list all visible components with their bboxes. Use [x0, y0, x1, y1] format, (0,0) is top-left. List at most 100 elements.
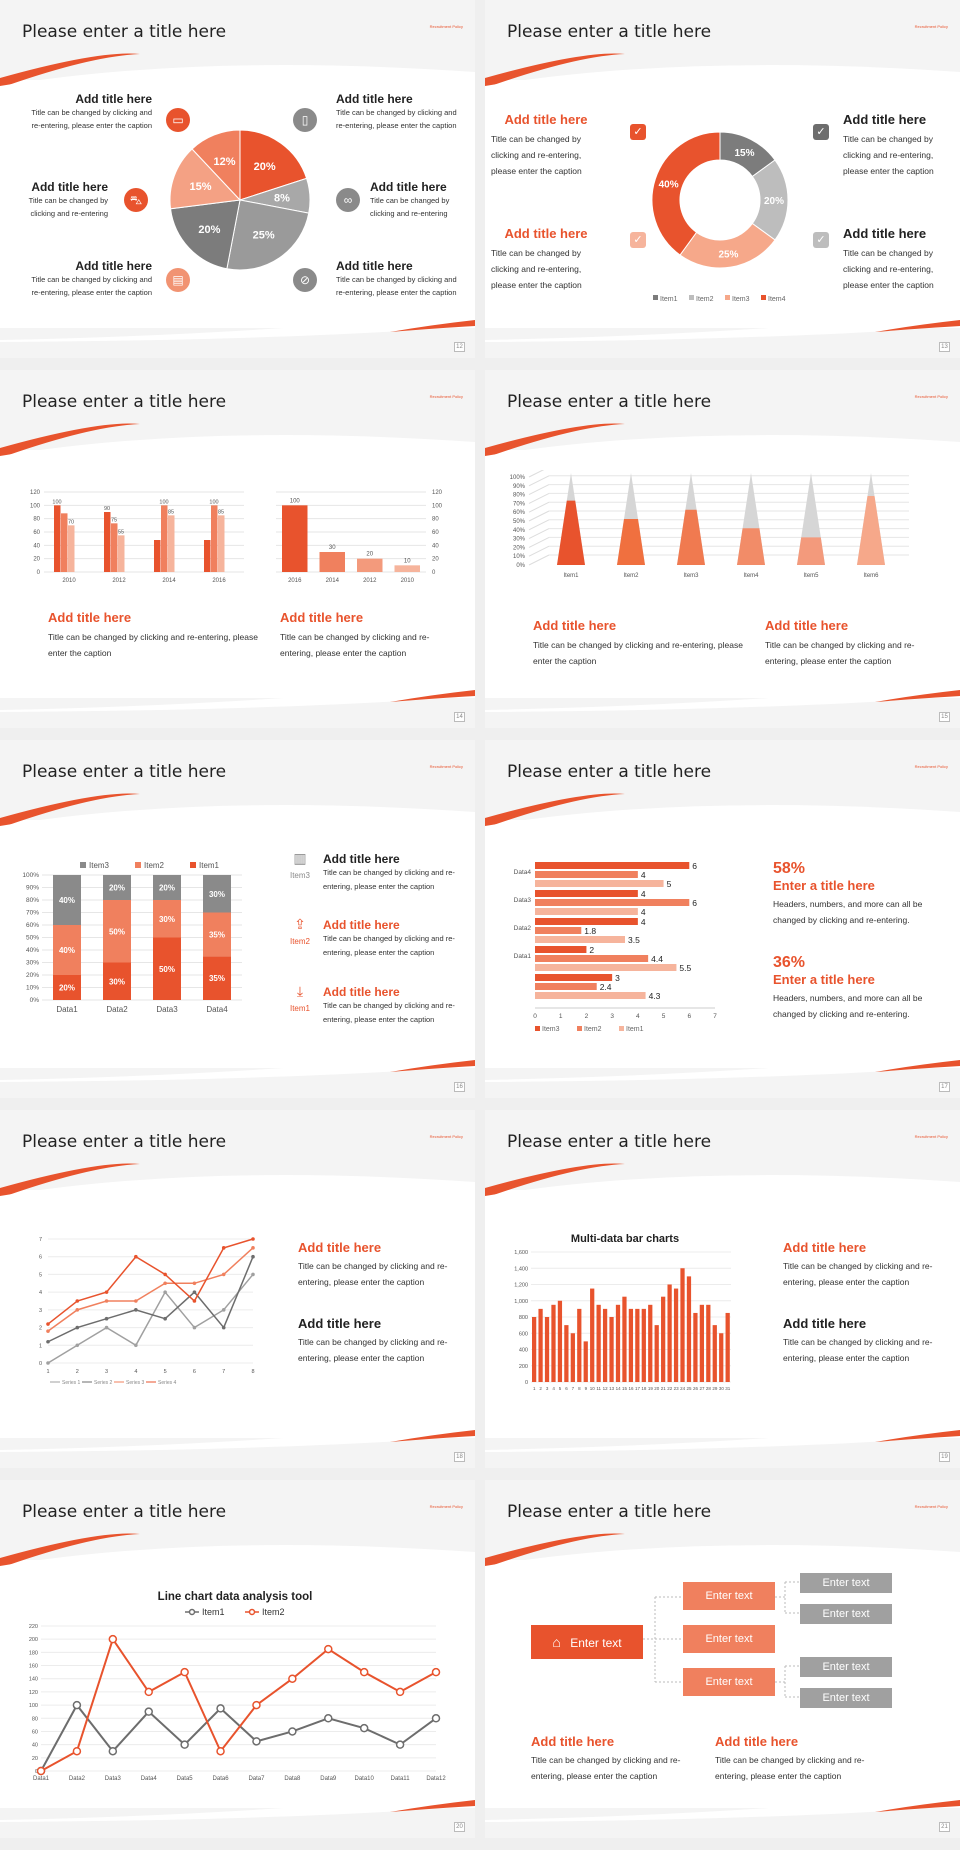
item-title: Add title here	[715, 1734, 799, 1749]
slide-19[interactable]: Please enter a title here Recruitment Po…	[485, 1110, 960, 1468]
data-point	[251, 1272, 255, 1277]
slide-16[interactable]: Please enter a title here Recruitment Po…	[0, 740, 475, 1098]
data-label: 85	[168, 509, 174, 515]
tick-label: 21	[661, 1386, 667, 1391]
slide-15[interactable]: Please enter a title here Recruitment Po…	[485, 370, 960, 728]
item-title: Add title here	[765, 618, 849, 633]
item-title: Add title here	[31, 180, 108, 194]
data-point	[36, 1766, 46, 1776]
bar	[211, 505, 218, 572]
slide-21[interactable]: Please enter a title here Recruitment Po…	[485, 1480, 960, 1838]
tick-label: 2010	[62, 578, 76, 584]
tick-label: 20	[33, 557, 40, 563]
tick-label: Item3	[683, 573, 699, 579]
slide-17[interactable]: Please enter a title here Recruitment Po…	[485, 740, 960, 1098]
item-title: Add title here	[504, 112, 588, 127]
level1-node[interactable]: Enter text	[683, 1625, 775, 1653]
tick-label: 1	[533, 1386, 536, 1391]
item-caption: Title can be changed by clicking and re-…	[48, 632, 258, 658]
slide-13[interactable]: Please enter a title here Recruitment Po…	[485, 0, 960, 358]
tick-label: 29	[712, 1386, 718, 1391]
slice-label: 20%	[764, 196, 784, 207]
bar	[168, 515, 175, 572]
slide-14[interactable]: Please enter a title here Recruitment Po…	[0, 370, 475, 728]
data-point	[75, 1308, 80, 1312]
cone-fill	[737, 528, 765, 565]
tick-label: 60	[432, 530, 439, 536]
legend-label: Item1	[660, 296, 678, 303]
root-node[interactable]: ⌂ Enter text	[531, 1625, 643, 1659]
item-caption: Title can be changed by clicking and re-…	[491, 134, 582, 176]
bar	[680, 1268, 685, 1382]
data-point	[46, 1339, 50, 1344]
item-block: Add title here Title can be changed by c…	[323, 985, 463, 1027]
tick-label: 2	[539, 1386, 542, 1391]
header-swoosh	[485, 1163, 960, 1218]
legend-label: Series 4	[158, 1380, 177, 1386]
item-caption: Title can be changed by clicking and re-…	[783, 1337, 933, 1363]
bar	[154, 540, 161, 572]
series-line	[47, 1273, 254, 1364]
level2-node[interactable]: Enter text	[800, 1657, 892, 1677]
tick-label: Data1	[33, 1776, 50, 1782]
monitor-icon: ▭	[166, 108, 190, 132]
tick-label: 11	[596, 1386, 601, 1391]
bar	[535, 964, 677, 971]
bar	[622, 1296, 627, 1382]
pie-slice	[169, 199, 241, 270]
legend-marker	[248, 1608, 256, 1616]
tick-label: 15	[622, 1386, 628, 1391]
tick-label: Data4	[206, 1005, 228, 1014]
pie-slice	[169, 148, 242, 210]
bar	[712, 1325, 717, 1382]
bar	[686, 1276, 692, 1382]
donut-slice	[651, 131, 721, 256]
slice-label: 8%	[274, 192, 290, 204]
donut-chart: 15% 20% 25% 40%	[651, 131, 789, 269]
stat-caption: Headers, numbers, and more can all be ch…	[773, 993, 923, 1019]
tick-label: 120	[30, 490, 41, 496]
slide-title: Please enter a title here	[22, 762, 227, 782]
gridline	[528, 536, 550, 548]
tree-connectors	[643, 1581, 800, 1698]
slice-label: 20%	[198, 224, 220, 236]
level1-node[interactable]: Enter text	[683, 1582, 775, 1610]
legend-label: Item1	[202, 1607, 225, 1617]
bar	[719, 1333, 724, 1382]
line-chart: Line chart data analysis tool Item1 Item2 0…	[29, 1591, 447, 1782]
slide-20[interactable]: Please enter a title here Recruitment Po…	[0, 1480, 475, 1838]
level1-node[interactable]: Enter text	[683, 1668, 775, 1696]
data-label: 40%	[59, 946, 75, 955]
footer-swoosh	[0, 682, 475, 712]
item-caption: Title can be changed by clicking and re-…	[31, 275, 152, 297]
legend-label: Item2	[262, 1607, 285, 1617]
level2-node[interactable]: Enter text	[800, 1688, 892, 1708]
legend-label: Series 1	[62, 1380, 81, 1386]
slide-18[interactable]: Please enter a title here Recruitment Po…	[0, 1110, 475, 1468]
slide-12[interactable]: Please enter a title here Recruitment Po…	[0, 0, 475, 358]
item-title: Add title here	[533, 618, 617, 633]
bar	[557, 1300, 563, 1382]
pie-slice	[239, 129, 308, 201]
data-label: 4	[641, 907, 646, 917]
tick-label: Data7	[248, 1776, 265, 1782]
level2-node[interactable]: Enter text	[800, 1604, 892, 1624]
data-point	[359, 1667, 369, 1677]
item-block: Add title here Title can be changed by c…	[491, 112, 601, 179]
footer-swoosh	[0, 1422, 475, 1452]
legend-label: Item2	[584, 1026, 602, 1033]
data-point	[46, 1361, 50, 1365]
data-label: 20%	[109, 884, 125, 893]
tick-label: 2016	[288, 578, 302, 584]
home-icon: ⌂	[552, 1634, 561, 1650]
data-point	[180, 1740, 189, 1749]
data-point	[72, 1700, 82, 1710]
tick-label: Data3	[156, 1005, 178, 1014]
level2-node[interactable]: Enter text	[800, 1573, 892, 1593]
cone-fill	[557, 500, 585, 565]
logo: Recruitment Policy	[429, 24, 463, 29]
tick-label: 20	[432, 557, 439, 563]
bar	[118, 535, 125, 572]
data-point	[216, 1746, 225, 1756]
tick-label: 20%	[513, 545, 526, 551]
